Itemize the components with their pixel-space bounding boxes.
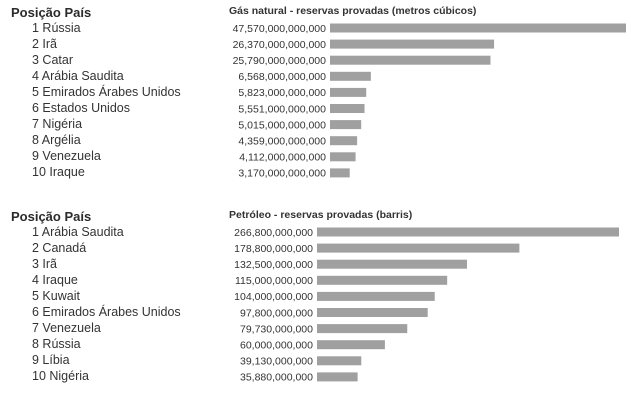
country-rank-item: 1 Arábia Saudita — [32, 225, 124, 239]
bar — [317, 324, 408, 334]
bar — [317, 340, 385, 350]
bar-value-label: 5,015,000,000,000 — [238, 119, 326, 131]
bar-value-label: 39,130,000,000 — [240, 356, 313, 368]
bar — [317, 275, 448, 285]
bar-value-label: 266,800,000,000 — [234, 227, 313, 239]
country-rank-item: 1 Rússia — [32, 21, 81, 35]
bar — [317, 291, 435, 301]
bar — [330, 87, 367, 97]
chart-title: Petróleo - reservas provadas (barris) — [229, 209, 413, 221]
bar-value-label: 35,880,000,000 — [240, 372, 313, 384]
country-rank-item: 10 Nigéria — [32, 369, 89, 383]
bar — [330, 136, 358, 146]
bar — [330, 23, 626, 33]
oil-bar-chart: 266,800,000,000 178,800,000,000 132,500,00… — [234, 227, 619, 384]
oil-reserves-panel: Posição País 1 Arábia Saudita 2 Canadá 3… — [0, 204, 631, 404]
country-rank-item: 7 Nigéria — [32, 117, 83, 131]
bar — [330, 168, 350, 178]
country-rank-item: 4 Arábia Saudita — [32, 69, 124, 83]
bar-value-label: 178,800,000,000 — [234, 243, 313, 255]
country-rank-item: 7 Venezuela — [32, 321, 101, 335]
bar-value-label: 97,800,000,000 — [240, 307, 313, 319]
bar-value-label: 5,551,000,000,000 — [238, 103, 326, 115]
country-rank-item: 3 Catar — [32, 53, 73, 67]
bar — [317, 308, 428, 317]
bar — [317, 243, 520, 253]
bar-value-label: 6,568,000,000,000 — [238, 71, 326, 83]
country-rank-item: 8 Argélia — [32, 133, 81, 147]
bar-value-label: 3,170,000,000,000 — [238, 168, 326, 180]
country-rank-item: 6 Estados Unidos — [32, 101, 130, 115]
country-rank-item: 10 Iraque — [32, 165, 85, 179]
bar-value-label: 5,823,000,000,000 — [238, 87, 326, 99]
bar-value-label: 132,500,000,000 — [234, 259, 313, 271]
bar — [330, 104, 365, 113]
bar — [317, 356, 362, 366]
gas-bar-chart: 47,570,000,000,000 26,370,000,000,000 25,7… — [233, 23, 626, 180]
country-rank-item: 5 Emirados Árabes Unidos — [32, 85, 181, 99]
bar-value-label: 60,000,000,000 — [240, 340, 313, 352]
country-rank-item: 2 Irã — [32, 37, 58, 51]
bar — [330, 71, 371, 81]
chart-title: Gás natural - reservas provadas (metros … — [229, 5, 477, 17]
country-rank-item: 3 Irã — [32, 257, 58, 271]
bar-value-label: 104,000,000,000 — [234, 291, 313, 303]
rank-country-header: Posição País — [11, 5, 92, 20]
bar — [317, 259, 467, 269]
bar — [317, 227, 619, 237]
bar-value-label: 4,359,000,000,000 — [238, 136, 326, 148]
bar — [330, 152, 356, 162]
country-rank-item: 9 Líbia — [32, 353, 70, 367]
bar — [330, 55, 491, 65]
country-rank-item: 4 Iraque — [32, 273, 78, 287]
bar-value-label: 47,570,000,000,000 — [233, 23, 327, 35]
bar — [330, 120, 362, 130]
country-rank-item: 5 Kuwait — [32, 289, 80, 303]
country-ranking-list: 1 Arábia Saudita 2 Canadá 3 Irã 4 Iraque… — [32, 224, 181, 384]
country-rank-item: 8 Rússia — [32, 337, 81, 351]
bar-value-label: 79,730,000,000 — [240, 323, 313, 335]
country-rank-item: 9 Venezuela — [32, 149, 101, 163]
bar-value-label: 25,790,000,000,000 — [233, 55, 327, 67]
rank-country-header: Posição País — [11, 209, 92, 224]
bar — [330, 39, 495, 49]
bar — [317, 372, 358, 382]
bar-value-label: 4,112,000,000,000 — [239, 152, 326, 164]
bar-value-label: 115,000,000,000 — [235, 275, 313, 287]
country-rank-item: 2 Canadá — [32, 241, 87, 255]
country-rank-item: 6 Emirados Árabes Unidos — [32, 305, 181, 319]
country-ranking-list: 1 Rússia 2 Irã 3 Catar 4 Arábia Saudita … — [32, 20, 181, 180]
bar-value-label: 26,370,000,000,000 — [233, 39, 327, 51]
gas-reserves-panel: Posição País 1 Rússia 2 Irã 3 Catar 4 Ar… — [0, 0, 631, 200]
